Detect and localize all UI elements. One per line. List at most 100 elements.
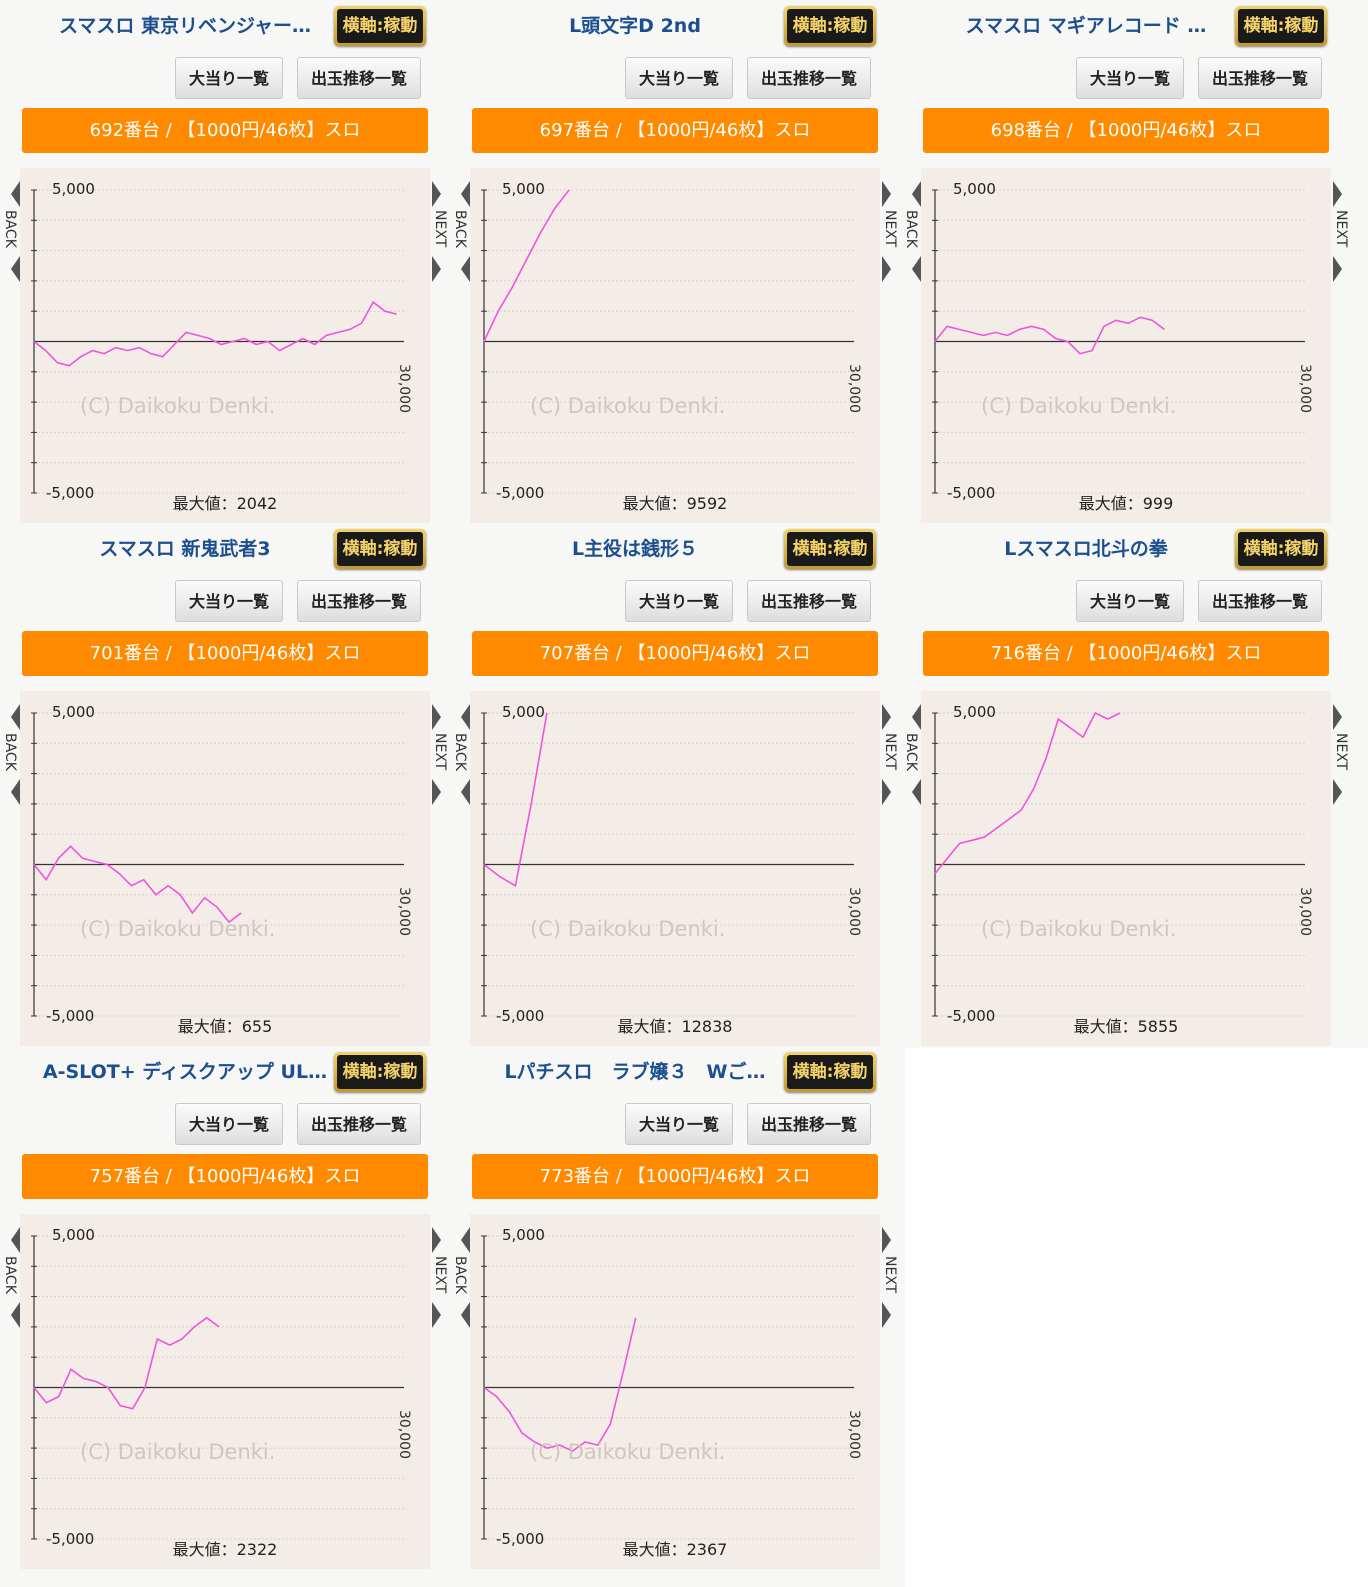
- back-arrow-icon[interactable]: [461, 704, 470, 730]
- jackpot-list-button[interactable]: 大当り一覧: [175, 57, 283, 99]
- back-arrow-icon[interactable]: [461, 181, 470, 207]
- payout-trend-button[interactable]: 出玉推移一覧: [297, 57, 421, 99]
- back-arrow-icon[interactable]: [11, 1302, 20, 1328]
- x-max-label: 30,000: [396, 364, 412, 413]
- axis-toggle-button[interactable]: 横軸:稼動: [784, 529, 876, 569]
- machine-title[interactable]: Lパチスロ ラブ嬢３ Wご…: [504, 1061, 766, 1083]
- machine-title[interactable]: L頭文字D 2nd: [569, 15, 701, 37]
- back-label[interactable]: BACK: [2, 1256, 18, 1294]
- next-arrow-icon[interactable]: [432, 256, 441, 282]
- payout-trend-button[interactable]: 出玉推移一覧: [297, 1103, 421, 1145]
- back-arrow-icon[interactable]: [11, 1227, 20, 1253]
- next-arrow-icon[interactable]: [432, 181, 441, 207]
- next-label[interactable]: NEXT: [432, 733, 448, 771]
- next-arrow-icon[interactable]: [882, 1227, 891, 1253]
- back-arrow-icon[interactable]: [461, 1302, 470, 1328]
- next-label[interactable]: NEXT: [432, 1256, 448, 1294]
- back-label[interactable]: BACK: [2, 733, 18, 771]
- axis-toggle-button[interactable]: 横軸:稼動: [1235, 529, 1327, 569]
- y-max-label: 5,000: [52, 180, 95, 198]
- machine-title[interactable]: A-SLOT+ ディスクアップ UL…: [42, 1061, 328, 1083]
- back-arrow-icon[interactable]: [11, 181, 20, 207]
- next-arrow-icon[interactable]: [1333, 704, 1342, 730]
- next-arrow-icon[interactable]: [1333, 779, 1342, 805]
- next-arrow-icon[interactable]: [1333, 181, 1342, 207]
- payout-trend-button[interactable]: 出玉推移一覧: [297, 580, 421, 622]
- back-arrow-icon[interactable]: [11, 256, 20, 282]
- machine-title[interactable]: スマスロ 新鬼武者3: [99, 538, 271, 560]
- next-label[interactable]: NEXT: [882, 210, 898, 248]
- next-arrow-icon[interactable]: [432, 1302, 441, 1328]
- payout-trend-button[interactable]: 出玉推移一覧: [1198, 580, 1322, 622]
- next-arrow-icon[interactable]: [882, 1302, 891, 1328]
- next-label[interactable]: NEXT: [1333, 210, 1349, 248]
- back-arrow-icon[interactable]: [912, 704, 921, 730]
- next-label[interactable]: NEXT: [882, 733, 898, 771]
- slump-chart: (C) Daikoku Denki. 5,000 -5,000 30,000 最大値：2…: [20, 168, 430, 523]
- axis-toggle-label: 横軸:稼動: [1238, 532, 1324, 566]
- next-label[interactable]: NEXT: [432, 210, 448, 248]
- jackpot-list-button[interactable]: 大当り一覧: [625, 580, 733, 622]
- axis-toggle-button[interactable]: 横軸:稼動: [334, 529, 426, 569]
- back-label[interactable]: BACK: [903, 733, 919, 771]
- machine-title[interactable]: Lスマスロ北斗の拳: [1004, 538, 1168, 560]
- payout-trend-button[interactable]: 出玉推移一覧: [1198, 57, 1322, 99]
- max-value-label: 最大値：2042: [172, 494, 278, 513]
- back-label[interactable]: BACK: [452, 210, 468, 248]
- machine-number-bar[interactable]: 697番台 / 【1000円/46枚】スロ: [472, 108, 878, 153]
- back-arrow-icon[interactable]: [11, 779, 20, 805]
- machine-number-bar[interactable]: 692番台 / 【1000円/46枚】スロ: [22, 108, 428, 153]
- axis-toggle-button[interactable]: 横軸:稼動: [334, 1052, 426, 1092]
- back-arrow-icon[interactable]: [461, 1227, 470, 1253]
- back-arrow-icon[interactable]: [912, 779, 921, 805]
- back-arrow-icon[interactable]: [11, 704, 20, 730]
- back-arrow-icon[interactable]: [912, 181, 921, 207]
- next-arrow-icon[interactable]: [432, 1227, 441, 1253]
- back-arrow-icon[interactable]: [461, 779, 470, 805]
- next-arrow-icon[interactable]: [1333, 256, 1342, 282]
- machine-number-bar[interactable]: 707番台 / 【1000円/46枚】スロ: [472, 631, 878, 676]
- back-arrow-icon[interactable]: [461, 256, 470, 282]
- jackpot-list-button[interactable]: 大当り一覧: [625, 1103, 733, 1145]
- back-label[interactable]: BACK: [452, 733, 468, 771]
- next-arrow-icon[interactable]: [882, 181, 891, 207]
- machine-title[interactable]: スマスロ マギアレコード …: [965, 15, 1207, 37]
- back-label[interactable]: BACK: [452, 1256, 468, 1294]
- axis-toggle-button[interactable]: 横軸:稼動: [784, 6, 876, 46]
- jackpot-list-button[interactable]: 大当り一覧: [1076, 57, 1184, 99]
- watermark: (C) Daikoku Denki.: [80, 1440, 276, 1464]
- jackpot-list-button[interactable]: 大当り一覧: [175, 1103, 283, 1145]
- y-max-label: 5,000: [502, 1226, 545, 1244]
- next-label[interactable]: NEXT: [1333, 733, 1349, 771]
- machine-number-bar[interactable]: 698番台 / 【1000円/46枚】スロ: [923, 108, 1329, 153]
- payout-trend-button[interactable]: 出玉推移一覧: [747, 580, 871, 622]
- axis-toggle-button[interactable]: 横軸:稼動: [1235, 6, 1327, 46]
- jackpot-list-button[interactable]: 大当り一覧: [175, 580, 283, 622]
- back-label[interactable]: BACK: [2, 210, 18, 248]
- next-arrow-icon[interactable]: [882, 256, 891, 282]
- next-arrow-icon[interactable]: [432, 779, 441, 805]
- next-arrow-icon[interactable]: [432, 704, 441, 730]
- payout-trend-button[interactable]: 出玉推移一覧: [747, 57, 871, 99]
- machine-number-bar[interactable]: 716番台 / 【1000円/46枚】スロ: [923, 631, 1329, 676]
- machine-number-bar[interactable]: 757番台 / 【1000円/46枚】スロ: [22, 1154, 428, 1199]
- y-min-label: -5,000: [947, 1007, 996, 1025]
- machine-title[interactable]: スマスロ 東京リベンジャー…: [58, 15, 312, 37]
- machine-number-bar[interactable]: 773番台 / 【1000円/46枚】スロ: [472, 1154, 878, 1199]
- next-arrow-icon[interactable]: [882, 704, 891, 730]
- y-max-label: 5,000: [52, 1226, 95, 1244]
- jackpot-list-button[interactable]: 大当り一覧: [1076, 580, 1184, 622]
- slump-chart: (C) Daikoku Denki. 5,000 -5,000 30,000 最大値：2…: [470, 1214, 880, 1569]
- axis-toggle-button[interactable]: 横軸:稼動: [334, 6, 426, 46]
- machine-title[interactable]: L主役は銭形５: [571, 538, 699, 560]
- slump-chart: (C) Daikoku Denki. 5,000 -5,000 30,000 最大値：5…: [921, 691, 1331, 1046]
- back-label[interactable]: BACK: [903, 210, 919, 248]
- next-label[interactable]: NEXT: [882, 1256, 898, 1294]
- next-arrow-icon[interactable]: [882, 779, 891, 805]
- machine-card: L頭文字D 2nd 横軸:稼動大当り一覧 出玉推移一覧 697番台 / 【1000円/…: [452, 0, 920, 523]
- machine-number-bar[interactable]: 701番台 / 【1000円/46枚】スロ: [22, 631, 428, 676]
- jackpot-list-button[interactable]: 大当り一覧: [625, 57, 733, 99]
- payout-trend-button[interactable]: 出玉推移一覧: [747, 1103, 871, 1145]
- back-arrow-icon[interactable]: [912, 256, 921, 282]
- axis-toggle-button[interactable]: 横軸:稼動: [784, 1052, 876, 1092]
